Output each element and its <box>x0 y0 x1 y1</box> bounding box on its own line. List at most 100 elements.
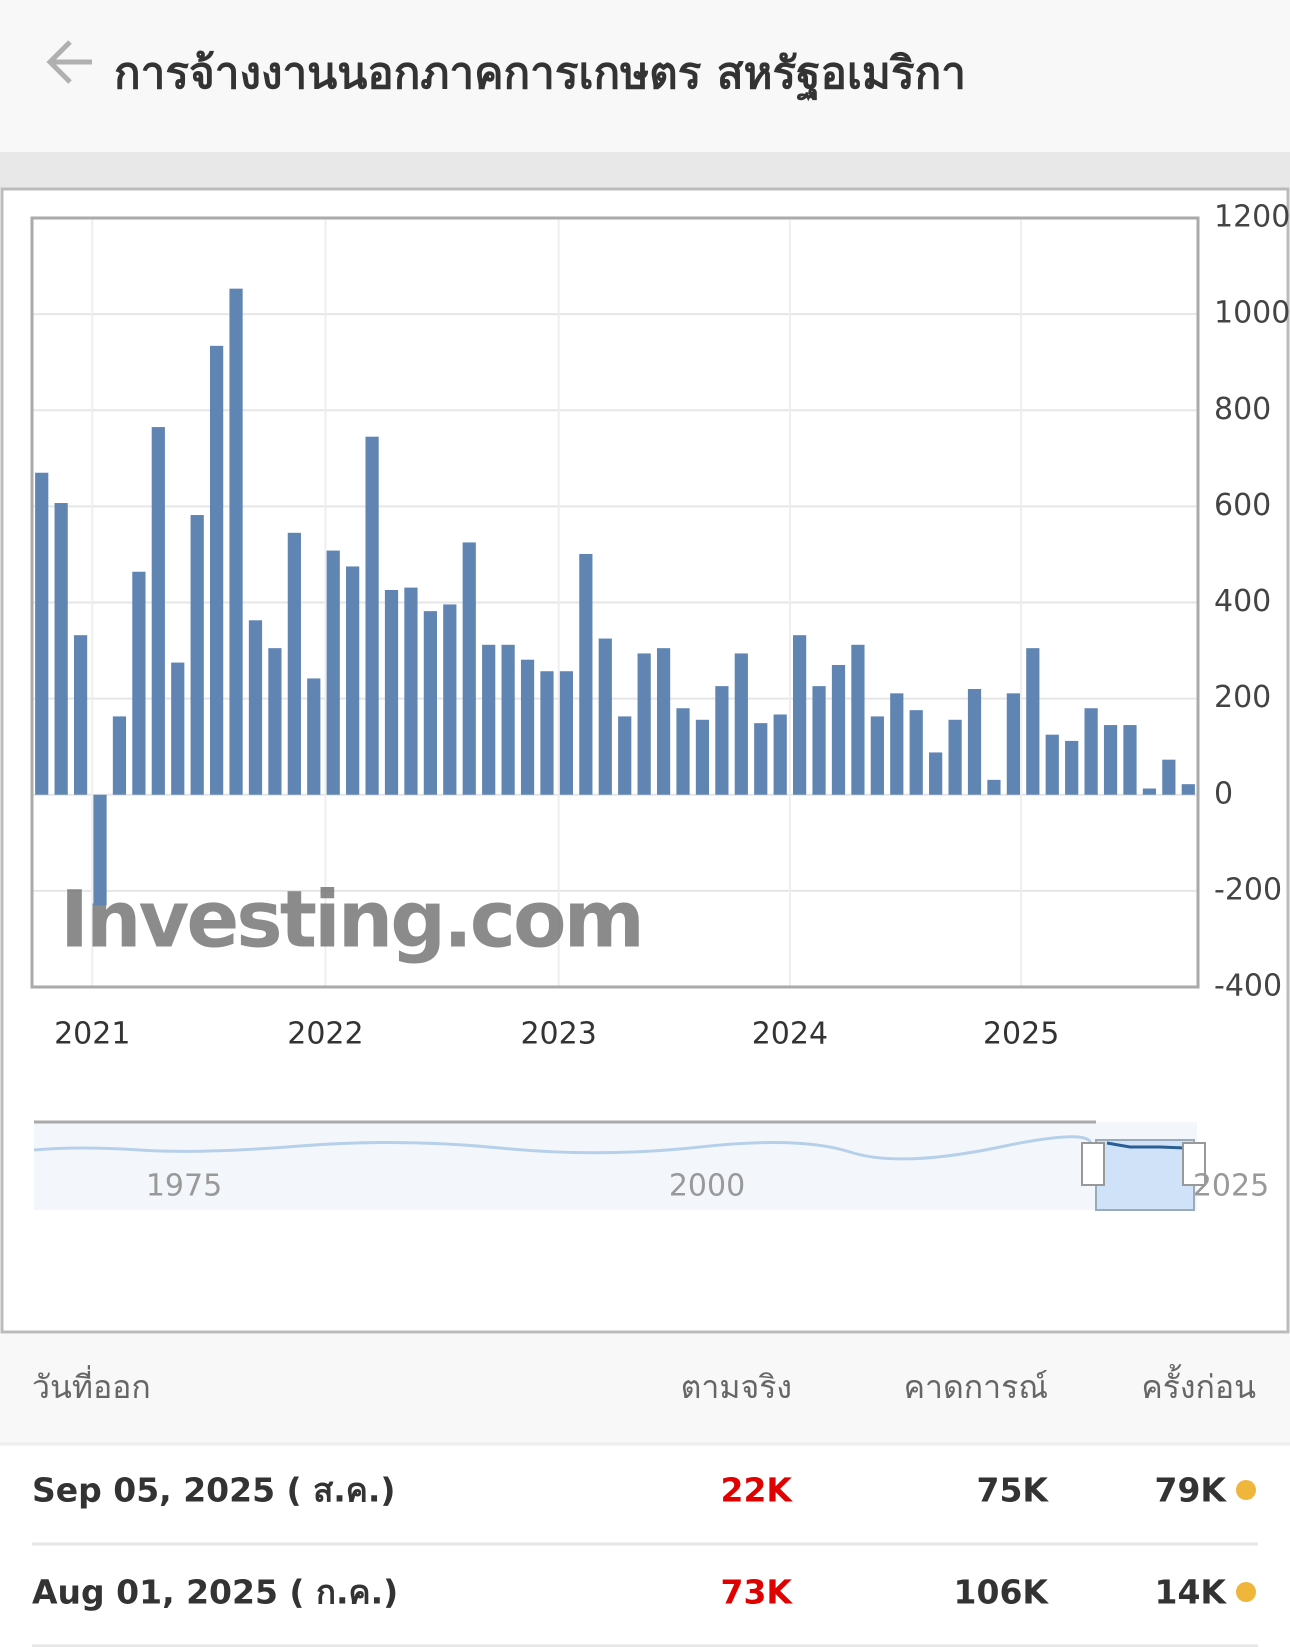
y-tick-label: 400 <box>1214 584 1271 619</box>
bar <box>1142 788 1157 795</box>
cell: Aug 01, 2025 ( ก.ค.) <box>32 1573 398 1612</box>
bar <box>734 653 748 795</box>
header-shadow <box>0 152 1290 188</box>
bar <box>598 638 612 795</box>
bar <box>501 644 515 795</box>
y-tick-label: 600 <box>1214 488 1271 523</box>
plot-frame <box>30 216 1200 989</box>
bar <box>1162 759 1176 795</box>
bar <box>384 590 399 795</box>
y-tick-label: 800 <box>1214 392 1271 427</box>
chart: -400 -200 0 200 400 600 800 1000 1200 2021 2022 202… <box>30 200 1290 1211</box>
bar <box>54 503 68 795</box>
y-tick-label: -400 <box>1214 969 1282 1004</box>
navigator-line <box>33 1135 1093 1161</box>
bar <box>987 779 1001 795</box>
page-title: การจ้างงานนอกภาคการเกษตร สหรัฐอเมริกา <box>114 48 966 101</box>
bar <box>1026 648 1040 795</box>
y-tick-label: 1000 <box>1214 296 1290 331</box>
bar <box>1123 725 1137 795</box>
bar <box>229 288 243 795</box>
bar <box>520 659 535 795</box>
bar <box>326 550 340 795</box>
navigator-handle[interactable] <box>1182 1142 1206 1186</box>
bar <box>287 532 301 795</box>
table-header-bg <box>0 1334 1290 1444</box>
bar <box>151 427 165 795</box>
bar <box>540 671 554 795</box>
bar <box>656 648 671 795</box>
bar <box>35 472 49 795</box>
cell: Sep 05, 2025 ( ส.ค.) <box>32 1471 395 1510</box>
bar <box>346 566 360 795</box>
x-tick-label: 2021 <box>54 1017 130 1052</box>
bar <box>1065 740 1079 795</box>
bar <box>112 716 127 795</box>
table: วันที่ออก ตามจริง คาดการณ์ ครั้งก่อน Sep 05,… <box>0 1364 1290 1647</box>
header-bg <box>0 0 1290 152</box>
navigator-label: 1975 <box>146 1169 222 1204</box>
bar <box>676 708 690 795</box>
cell: 79K <box>1155 1471 1228 1510</box>
bar <box>695 719 710 795</box>
bar <box>909 710 923 795</box>
y-tick-label: -200 <box>1214 872 1282 907</box>
bar <box>967 689 982 795</box>
bar <box>559 671 574 795</box>
navigator-handle[interactable] <box>1081 1142 1105 1186</box>
column-header: ตามจริง <box>681 1368 792 1406</box>
bar <box>890 693 904 795</box>
bar <box>482 644 496 795</box>
column-header: ครั้งก่อน <box>1141 1364 1256 1406</box>
cell: 14K <box>1155 1573 1228 1612</box>
cell: 22K <box>721 1471 794 1510</box>
bar <box>268 648 282 795</box>
bar <box>812 686 826 795</box>
bar <box>1181 784 1195 795</box>
back-arrow[interactable] <box>46 40 92 84</box>
bar <box>1006 693 1020 795</box>
bar <box>365 436 379 795</box>
bar <box>423 611 437 795</box>
bar <box>1084 708 1098 795</box>
y-tick-label: 1200 <box>1214 200 1290 235</box>
status-dot <box>1236 1480 1256 1500</box>
cell: 75K <box>977 1471 1050 1510</box>
x-tick-label: 2025 <box>983 1017 1059 1052</box>
bar <box>404 587 418 795</box>
bar <box>132 571 146 795</box>
bar <box>73 635 88 795</box>
bar <box>462 542 476 795</box>
cell: 73K <box>721 1573 794 1612</box>
bar <box>248 620 263 795</box>
bar <box>579 553 593 795</box>
y-tick-label: 0 <box>1214 776 1233 811</box>
bar <box>618 716 632 795</box>
bar <box>1103 725 1118 795</box>
bar <box>93 794 107 906</box>
y-tick-label: 200 <box>1214 680 1271 715</box>
watermark: Investing.com <box>60 875 642 965</box>
x-tick-label: 2022 <box>287 1017 363 1052</box>
bar <box>831 664 846 795</box>
navigator-selection <box>1095 1139 1195 1211</box>
cell: 106K <box>954 1573 1050 1612</box>
bar <box>171 662 185 795</box>
bar <box>870 716 884 795</box>
bar <box>754 723 768 795</box>
navigator-label: 2025 <box>1193 1169 1269 1204</box>
bar <box>190 515 204 795</box>
x-tick-label: 2023 <box>520 1017 596 1052</box>
status-dot <box>1236 1582 1256 1602</box>
bar <box>773 714 787 795</box>
bar <box>851 644 865 795</box>
bar <box>210 345 224 795</box>
column-header: วันที่ออก <box>32 1365 151 1406</box>
navigator-selected-line <box>1106 1141 1186 1150</box>
bar <box>948 719 962 795</box>
navigator-bg <box>34 1122 1197 1210</box>
x-tick-label: 2024 <box>752 1017 828 1052</box>
bar <box>715 686 729 795</box>
